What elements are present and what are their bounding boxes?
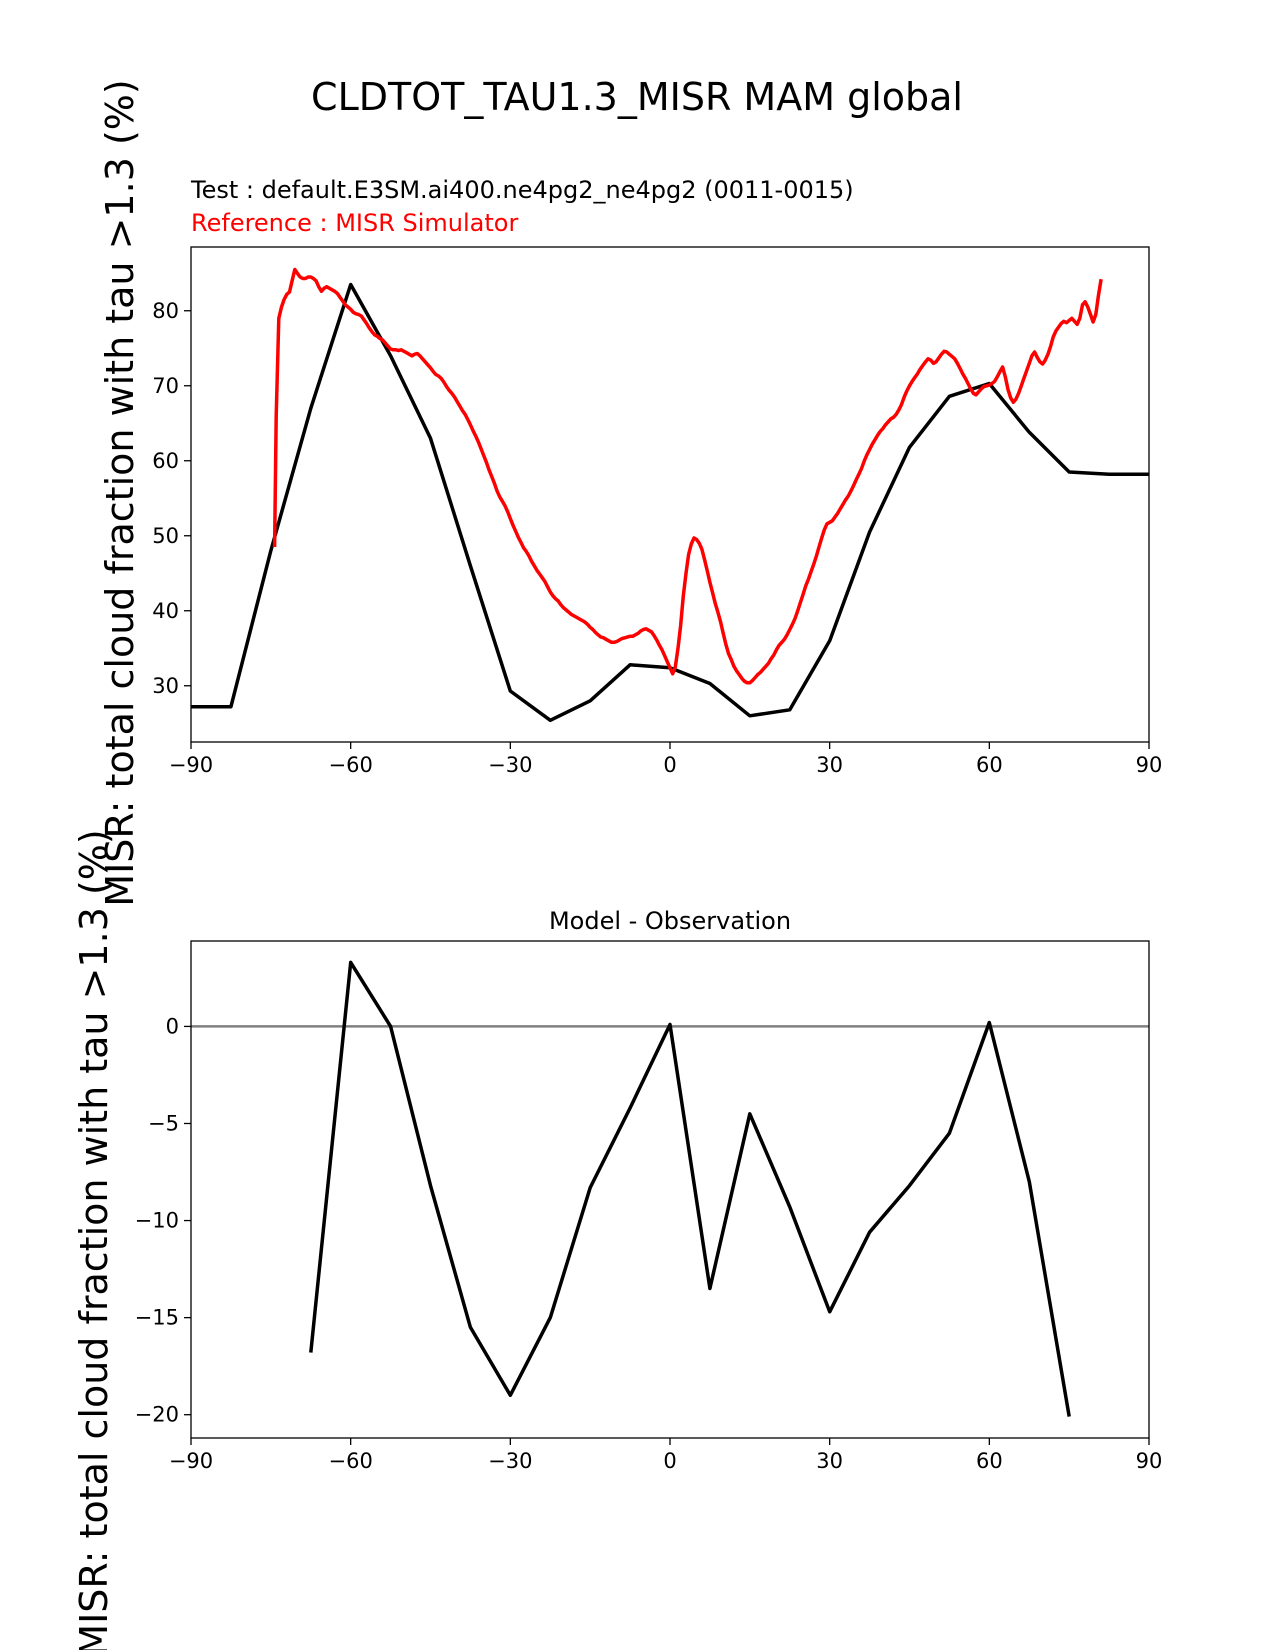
bottom-x-tick-label: 0 [663,1449,676,1473]
reference-label: Reference : MISR Simulator [191,209,518,237]
top-series-0-line [191,282,1149,723]
bottom-y-tick-label: −10 [135,1209,179,1233]
top-x-tick-label: −60 [329,753,373,777]
top-panel: Test : default.E3SM.ai400.ne4pg2_ne4pg2 … [98,79,1162,906]
bottom-x-tick-label: 60 [976,1449,1003,1473]
bottom-series-group [309,960,1071,1417]
top-series-group [191,267,1149,723]
bottom-x-tick-label: −60 [329,1449,373,1473]
top-x-tick-label: 90 [1136,753,1163,777]
bottom-x-tick-label: −90 [169,1449,213,1473]
bottom-tick-labels: −90 −60 −30 0 30 60 90 −20 −15 −10 −5 0 [135,1014,1163,1473]
test-label: Test : default.E3SM.ai400.ne4pg2_ne4pg2 … [190,176,854,204]
top-x-tick-label: −90 [169,753,213,777]
top-tick-marks [184,310,1150,749]
top-series-1-line [272,267,1103,685]
top-x-tick-label: −30 [488,753,532,777]
bottom-panel: Model - Observation −90 −60 −30 0 30 60 90−20−… [72,829,1162,1650]
figure-title: CLDTOT_TAU1.3_MISR MAM global [311,75,963,119]
bottom-y-tick-label: 0 [166,1014,179,1038]
bottom-series-0-line [309,960,1071,1417]
top-y-tick-label: 80 [152,299,179,323]
top-y-tick-label: 70 [152,374,179,398]
top-x-tick-label: 30 [816,753,843,777]
bottom-x-tick-label: 30 [816,1449,843,1473]
bottom-y-tick-label: −15 [135,1306,179,1330]
top-x-tick-label: 0 [663,753,676,777]
bottom-panel-title: Model - Observation [549,907,791,935]
top-y-tick-label: 60 [152,449,179,473]
bottom-x-tick-label: 90 [1136,1449,1163,1473]
top-y-tick-label: 50 [152,524,179,548]
bottom-plot-frame [190,940,1150,1439]
top-tick-labels: −90 −60 −30 0 30 60 90 30 40 50 60 70 80 [152,299,1162,777]
bottom-y-axis-label: MISR: total cloud fraction with tau >1.3… [72,829,116,1650]
bottom-x-tick-label: −30 [488,1449,532,1473]
bottom-y-tick-label: −20 [135,1403,179,1427]
bottom-y-tick-label: −5 [148,1111,179,1135]
top-y-tick-label: 30 [152,674,179,698]
top-x-tick-label: 60 [976,753,1003,777]
top-y-tick-label: 40 [152,599,179,623]
top-plot-frame [190,246,1150,743]
top-y-axis-label: MISR: total cloud fraction with tau >1.3… [98,79,142,906]
bottom-tick-marks [184,1025,1150,1445]
